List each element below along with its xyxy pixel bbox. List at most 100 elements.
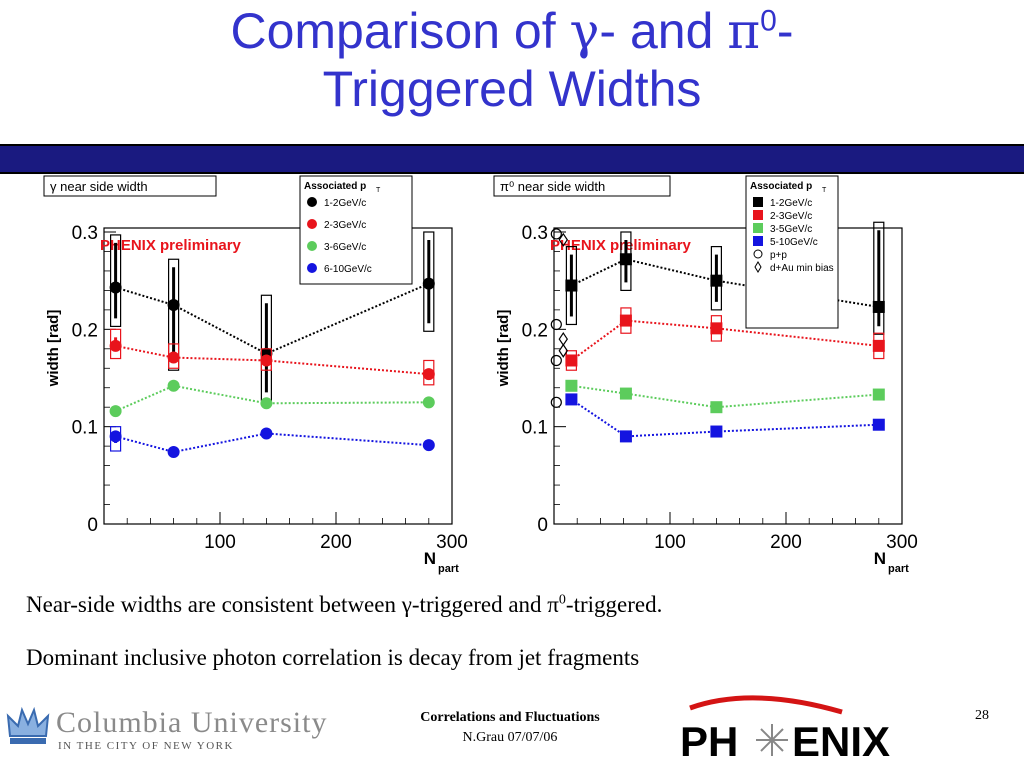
data-point: [710, 322, 723, 335]
series-4: [550, 228, 562, 408]
data-point: [550, 354, 562, 367]
series-line: [571, 384, 879, 409]
data-point: [710, 425, 723, 438]
data-point: [422, 396, 435, 409]
x-tick-label: 300: [436, 532, 468, 553]
legend-marker: [753, 236, 763, 246]
data-point: [872, 300, 885, 313]
data-point: [710, 274, 723, 287]
legend-marker: [307, 241, 317, 251]
legend-marker: [307, 263, 317, 273]
series-line: [115, 344, 429, 376]
legend-label: 5-10GeV/c: [770, 237, 818, 248]
phenix-star-icon: [756, 724, 788, 756]
data-point: [550, 318, 562, 331]
y-axis-label: width [rad]: [495, 310, 512, 388]
x-axis-label: N: [424, 549, 436, 568]
body-gamma: γ: [401, 592, 412, 617]
data-point: [550, 228, 562, 240]
legend-label: 3-5GeV/c: [770, 224, 812, 235]
legend-title: Associated p: [750, 181, 812, 192]
x-axis-label-sub: part: [438, 563, 459, 575]
y-tick-label: 0.2: [72, 320, 98, 341]
legend-label: d+Au min bias: [770, 263, 834, 274]
y-tick-label: 0: [87, 515, 98, 536]
data-point: [565, 354, 578, 367]
body-superscript: 0: [558, 592, 566, 608]
columbia-logo: Columbia University IN THE CITY OF NEW Y…: [4, 700, 344, 760]
x-tick-label: 300: [886, 532, 918, 553]
title-text: - and: [599, 3, 728, 59]
systematic-box: [109, 234, 122, 328]
phenix-logo-text: PH: [680, 718, 738, 765]
systematic-box: [168, 258, 180, 371]
series-1: [565, 307, 885, 371]
y-tick-label: 0: [537, 515, 548, 536]
legend-marker: [307, 197, 317, 207]
phenix-preliminary-label: PHENIX preliminary: [100, 237, 242, 254]
data-point: [558, 232, 569, 247]
data-point: [872, 388, 885, 401]
footer-author: N.Grau 07/07/06: [462, 730, 558, 745]
series-1: [109, 328, 435, 386]
legend-box: [299, 175, 413, 285]
title-text: -: [776, 3, 794, 59]
y-tick-label: 0.1: [522, 418, 548, 439]
series-line: [115, 282, 430, 355]
legend-label: 2-3GeV/c: [770, 211, 812, 222]
data-point: [619, 387, 632, 400]
data-point: [422, 439, 435, 452]
legend-label: 2-3GeV/c: [324, 220, 366, 231]
slide-title: Comparison of γ- and π0- Triggered Width…: [0, 2, 1024, 118]
legend-title-sub: T: [376, 187, 381, 194]
legend-marker: [753, 249, 763, 259]
data-point: [872, 418, 885, 431]
legend-marker: [753, 210, 763, 220]
series-2: [565, 379, 885, 414]
chart-title-box: [493, 175, 671, 197]
series-3: [565, 393, 885, 443]
series-line: [115, 432, 429, 453]
columbia-subtitle: IN THE CITY OF NEW YORK: [58, 740, 234, 752]
data-point: [619, 253, 632, 266]
data-point: [550, 396, 562, 408]
legend-label: 3-6GeV/c: [324, 242, 366, 253]
data-point: [109, 405, 122, 418]
y-axis-label: width [rad]: [45, 310, 62, 388]
data-point: [565, 379, 578, 392]
title-rule: [0, 144, 1024, 174]
data-point: [872, 339, 885, 352]
title-text: Comparison of: [230, 3, 570, 59]
body-text-line2: Dominant inclusive photon correlation is…: [26, 645, 640, 670]
chart-title: γ near side width: [50, 179, 148, 194]
y-tick-label: 0.3: [72, 223, 98, 244]
y-tick-label: 0.1: [72, 418, 98, 439]
data-point: [565, 279, 578, 292]
legend-marker: [753, 197, 763, 207]
data-point: [167, 299, 180, 311]
chart-title: π⁰ near side width: [500, 179, 605, 194]
data-point: [710, 401, 723, 414]
data-point: [260, 354, 273, 367]
legend-marker: [753, 223, 763, 233]
title-gamma: γ: [569, 2, 600, 60]
series-line: [570, 398, 879, 438]
data-point: [167, 379, 180, 392]
series-5: [558, 232, 569, 358]
series-0: [565, 221, 885, 335]
title-line2: Triggered Widths: [322, 61, 702, 117]
data-point: [109, 281, 122, 294]
chart-title-box: [43, 175, 217, 197]
x-axis-label: N: [874, 549, 886, 568]
plot-frame: [553, 227, 903, 525]
footer-title: Correlations and Fluctuations: [420, 710, 600, 725]
legend-title: Associated p: [304, 181, 366, 192]
data-point: [619, 314, 632, 327]
legend-marker: [307, 219, 317, 229]
data-point: [422, 277, 435, 290]
data-point: [260, 397, 273, 410]
x-tick-label: 200: [320, 532, 352, 553]
series-3: [109, 426, 435, 458]
svg-text:ENIX: ENIX: [792, 718, 890, 765]
